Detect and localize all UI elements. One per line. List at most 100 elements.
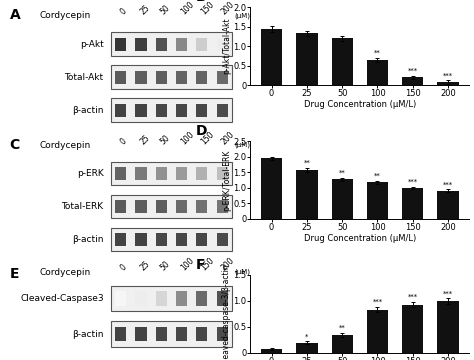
Text: **: ** (339, 325, 346, 330)
Text: β-actin: β-actin (72, 330, 104, 339)
Bar (115, 104, 126, 117)
Bar (402, 305, 423, 353)
Text: 25: 25 (138, 4, 152, 17)
Text: ***: *** (443, 181, 453, 188)
Bar (402, 77, 423, 85)
Text: p-Akt: p-Akt (80, 40, 104, 49)
Text: Cleaved-Caspase3: Cleaved-Caspase3 (20, 294, 104, 303)
Text: ***: *** (408, 68, 418, 74)
X-axis label: Drug Concentration (μM/L): Drug Concentration (μM/L) (304, 100, 416, 109)
Bar (367, 183, 388, 219)
Bar (438, 191, 459, 219)
Bar (367, 60, 388, 85)
Bar (156, 38, 167, 51)
Bar (156, 233, 167, 246)
Y-axis label: Cleaved-caspase-3/β-actin: Cleaved-caspase-3/β-actin (222, 263, 231, 360)
Bar (136, 200, 146, 213)
Text: β-actin: β-actin (72, 105, 104, 114)
Bar (438, 82, 459, 85)
Bar (367, 310, 388, 353)
Bar (296, 343, 318, 353)
Bar (115, 38, 126, 51)
Bar (176, 71, 187, 84)
Text: ***: *** (443, 291, 453, 296)
Text: 0: 0 (118, 136, 128, 146)
Bar (176, 104, 187, 117)
Bar (156, 292, 167, 306)
Bar (136, 233, 146, 246)
Bar (176, 200, 187, 213)
Bar (176, 167, 187, 180)
Y-axis label: p-Akt/Total-Akt: p-Akt/Total-Akt (222, 18, 231, 75)
Bar (217, 292, 228, 306)
Bar (176, 327, 187, 341)
Bar (296, 170, 318, 219)
Text: 200: 200 (220, 130, 237, 146)
Bar (176, 233, 187, 246)
Bar (176, 292, 187, 306)
Bar (156, 104, 167, 117)
Text: **: ** (339, 170, 346, 176)
Text: *: * (305, 333, 309, 339)
Text: (μM): (μM) (235, 269, 251, 275)
Text: (μM): (μM) (235, 12, 251, 19)
Bar (196, 327, 208, 341)
Bar (196, 200, 208, 213)
Text: Cordycepin: Cordycepin (39, 11, 91, 20)
Text: p-ERK: p-ERK (77, 169, 104, 178)
Text: E: E (9, 267, 19, 281)
Y-axis label: p-ERK/Total-ERK: p-ERK/Total-ERK (222, 149, 231, 211)
Bar (156, 71, 167, 84)
Bar (115, 233, 126, 246)
Bar (217, 327, 228, 341)
Bar (196, 167, 208, 180)
Bar (296, 33, 318, 85)
Bar (115, 167, 126, 180)
Text: (μM): (μM) (235, 142, 251, 148)
Text: 200: 200 (220, 256, 237, 273)
Text: ***: *** (443, 72, 453, 78)
Text: 150: 150 (200, 256, 216, 273)
Bar (217, 167, 228, 180)
Bar (196, 233, 208, 246)
Text: 200: 200 (220, 0, 237, 17)
Bar (136, 292, 146, 306)
Bar (110, 98, 232, 122)
Text: **: ** (303, 160, 310, 166)
Text: Cordycepin: Cordycepin (39, 267, 91, 276)
Text: 50: 50 (159, 133, 172, 146)
Bar (196, 71, 208, 84)
Text: Total-Akt: Total-Akt (64, 73, 104, 82)
Text: 0: 0 (118, 263, 128, 273)
Bar (402, 188, 423, 219)
Text: β-actin: β-actin (72, 235, 104, 244)
Text: 50: 50 (159, 260, 172, 273)
Bar (156, 327, 167, 341)
Bar (110, 228, 232, 251)
Bar (156, 200, 167, 213)
Bar (332, 38, 353, 85)
Text: F: F (196, 258, 205, 272)
Text: 25: 25 (138, 133, 152, 146)
Text: ***: *** (373, 299, 383, 305)
Text: 150: 150 (200, 0, 216, 17)
Bar (217, 200, 228, 213)
Bar (115, 71, 126, 84)
Bar (110, 32, 232, 56)
Text: **: ** (374, 173, 381, 179)
Bar (115, 292, 126, 306)
Bar (110, 162, 232, 185)
Text: 100: 100 (179, 130, 196, 146)
Bar (261, 349, 282, 353)
Text: 0: 0 (118, 7, 128, 17)
Text: Total-ERK: Total-ERK (62, 202, 104, 211)
Bar (136, 327, 146, 341)
Text: Cordycepin: Cordycepin (39, 140, 91, 149)
Bar (261, 158, 282, 219)
Bar (176, 38, 187, 51)
Bar (136, 71, 146, 84)
Bar (136, 104, 146, 117)
Bar (115, 327, 126, 341)
Bar (332, 335, 353, 353)
Bar (136, 38, 146, 51)
